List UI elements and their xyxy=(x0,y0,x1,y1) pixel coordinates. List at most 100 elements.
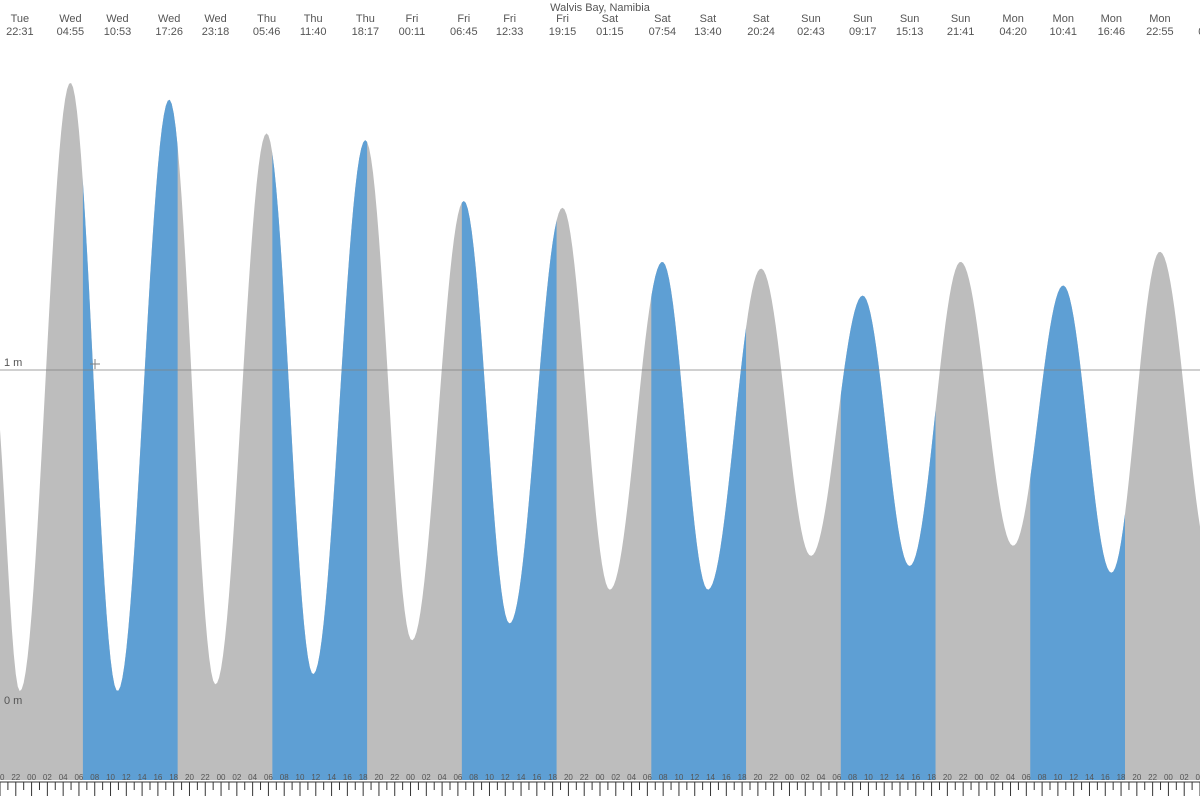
hour-tick-label: 04 xyxy=(627,773,636,782)
hour-tick-label: 18 xyxy=(169,773,178,782)
hour-tick-label: 06 xyxy=(832,773,841,782)
hour-tick-label: 18 xyxy=(927,773,936,782)
header-tick-day: Wed xyxy=(158,13,180,25)
header-tick-day: Sat xyxy=(753,13,770,25)
hour-tick-label: 16 xyxy=(343,773,352,782)
hour-tick-label: 06 xyxy=(643,773,652,782)
hour-tick-label: 16 xyxy=(153,773,162,782)
hour-tick-label: 20 xyxy=(564,773,573,782)
header-tick-day: Wed xyxy=(204,13,226,25)
hour-tick-label: 00 xyxy=(974,773,983,782)
hour-tick-label: 10 xyxy=(864,773,873,782)
header-tick-day: Sun xyxy=(801,13,821,25)
hour-tick-label: 22 xyxy=(1148,773,1157,782)
header-tick-time: 02:43 xyxy=(797,26,825,38)
hour-tick-label: 16 xyxy=(532,773,541,782)
header-tick-time: 22:55 xyxy=(1146,26,1174,38)
y-axis-label: 0 m xyxy=(4,695,22,707)
tide-chart: 1 m0 mWalvis Bay, NamibiaTue22:31Wed04:5… xyxy=(0,0,1200,800)
hour-tick-label: 04 xyxy=(1006,773,1015,782)
hour-tick-label: 18 xyxy=(738,773,747,782)
header-tick-time: 22:31 xyxy=(6,26,34,38)
hour-tick-label: 08 xyxy=(848,773,857,782)
hour-tick-label: 08 xyxy=(659,773,668,782)
hour-tick-label: 12 xyxy=(880,773,889,782)
header-tick-day: Thu xyxy=(304,13,323,25)
tide-fill xyxy=(0,0,1200,800)
header-tick-time: 12:33 xyxy=(496,26,524,38)
header-tick-time: 20:24 xyxy=(747,26,775,38)
header-tick-day: Wed xyxy=(106,13,128,25)
hour-tick-label: 18 xyxy=(548,773,557,782)
header-tick-time: 10:53 xyxy=(104,26,132,38)
hour-tick-label: 10 xyxy=(674,773,683,782)
header-tick-day: Sat xyxy=(602,13,619,25)
hour-tick-label: 14 xyxy=(138,773,147,782)
header-tick-day: Tue xyxy=(11,13,30,25)
header-tick-time: 04:55 xyxy=(57,26,85,38)
hour-tick-label: 20 xyxy=(753,773,762,782)
hour-tick-label: 16 xyxy=(911,773,920,782)
hour-tick-label: 14 xyxy=(1085,773,1094,782)
hour-tick-label: 12 xyxy=(690,773,699,782)
hour-tick-label: 06 xyxy=(264,773,273,782)
header-tick-time: 21:41 xyxy=(947,26,975,38)
hour-tick-label: 04 xyxy=(438,773,447,782)
hour-tick-label: 02 xyxy=(801,773,810,782)
header-tick-day: Sat xyxy=(700,13,717,25)
header-tick-time: 11:40 xyxy=(300,26,327,38)
hour-tick-label: 00 xyxy=(785,773,794,782)
header-tick-day: Fri xyxy=(503,13,516,25)
hour-tick-label: 22 xyxy=(201,773,210,782)
hour-tick-label: 22 xyxy=(580,773,589,782)
header-tick-time: 01:15 xyxy=(596,26,624,38)
header-tick-time: 09:17 xyxy=(849,26,877,38)
header-tick-time: 13:40 xyxy=(694,26,722,38)
hour-tick-label: 12 xyxy=(501,773,510,782)
header-tick-time: 19:15 xyxy=(549,26,577,38)
header-tick-day: Mon xyxy=(1002,13,1023,25)
header-tick-day: Fri xyxy=(406,13,419,25)
header-tick-day: Thu xyxy=(356,13,375,25)
hour-tick-label: 22 xyxy=(390,773,399,782)
header-tick-time: 17:26 xyxy=(155,26,183,38)
header-tick-time: 00:11 xyxy=(399,26,426,38)
hour-tick-label: 04 xyxy=(817,773,826,782)
hour-tick-label: 00 xyxy=(27,773,36,782)
hour-tick-label: 02 xyxy=(232,773,241,782)
hour-tick-label: 20 xyxy=(0,773,5,782)
hour-tick-label: 10 xyxy=(485,773,494,782)
header-tick-day: Sun xyxy=(853,13,873,25)
hour-tick-label: 00 xyxy=(1164,773,1173,782)
hour-tick-label: 14 xyxy=(706,773,715,782)
hour-tick-label: 22 xyxy=(11,773,20,782)
header-tick-day: Mon xyxy=(1053,13,1074,25)
header-tick-day: Wed xyxy=(59,13,81,25)
header-tick-time: 15:13 xyxy=(896,26,924,38)
hour-tick-label: 00 xyxy=(217,773,226,782)
header-tick-time: 07:54 xyxy=(649,26,677,38)
header-tick-day: Mon xyxy=(1101,13,1122,25)
header-tick-time: 23:18 xyxy=(202,26,230,38)
hour-tick-label: 02 xyxy=(611,773,620,782)
header-tick-day: Sun xyxy=(951,13,971,25)
hour-tick-label: 02 xyxy=(990,773,999,782)
hour-tick-label: 12 xyxy=(122,773,131,782)
hour-tick-label: 02 xyxy=(43,773,52,782)
header-tick-day: Thu xyxy=(257,13,276,25)
hour-tick-label: 22 xyxy=(769,773,778,782)
hour-tick-label: 04 xyxy=(1196,773,1200,782)
hour-tick-label: 04 xyxy=(248,773,257,782)
hour-tick-label: 06 xyxy=(453,773,462,782)
hour-tick-label: 14 xyxy=(896,773,905,782)
hour-tick-label: 06 xyxy=(74,773,83,782)
hour-tick-label: 20 xyxy=(185,773,194,782)
hour-tick-label: 12 xyxy=(1069,773,1078,782)
hour-tick-label: 22 xyxy=(959,773,968,782)
hour-tick-label: 08 xyxy=(90,773,99,782)
hour-tick-label: 12 xyxy=(311,773,320,782)
hour-tick-label: 20 xyxy=(943,773,952,782)
header-tick-day: Fri xyxy=(556,13,569,25)
hour-tick-label: 00 xyxy=(596,773,605,782)
hour-tick-label: 20 xyxy=(374,773,383,782)
